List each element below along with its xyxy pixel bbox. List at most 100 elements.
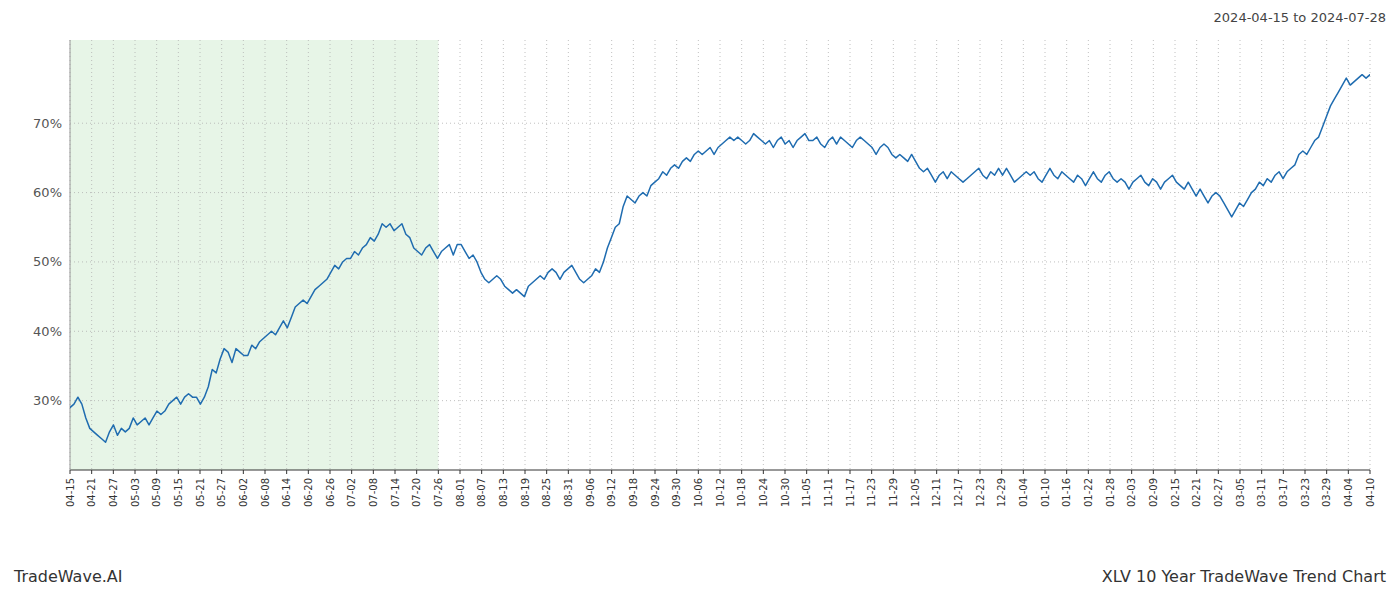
x-tick-label: 10-06 — [693, 478, 704, 507]
x-tick-label: 04-10 — [1365, 478, 1376, 507]
x-tick-label: 05-21 — [195, 478, 206, 507]
x-grid-line — [1045, 40, 1046, 470]
x-grid-line — [395, 40, 396, 470]
x-tick-label: 05-15 — [173, 478, 184, 507]
x-tick-label: 03-05 — [1235, 478, 1246, 507]
x-tick-label: 11-05 — [801, 478, 812, 507]
x-tick — [1240, 470, 1241, 474]
x-tick — [1153, 470, 1154, 474]
x-tick — [785, 470, 786, 474]
x-tick-label: 01-16 — [1061, 478, 1072, 507]
x-ticks: 04-1504-2104-2705-0305-0905-1505-2105-27… — [65, 470, 1376, 507]
x-tick — [720, 470, 721, 474]
x-tick — [915, 470, 916, 474]
x-grid-line — [373, 40, 374, 470]
x-tick-label: 12-11 — [931, 478, 942, 507]
x-grid-line — [460, 40, 461, 470]
x-tick-label: 08-19 — [520, 478, 531, 507]
x-grid-line — [893, 40, 894, 470]
x-tick-label: 08-01 — [455, 478, 466, 507]
x-tick — [893, 470, 894, 474]
x-tick — [286, 470, 287, 474]
x-grid-line — [655, 40, 656, 470]
x-tick — [330, 470, 331, 474]
x-grid-line — [1283, 40, 1284, 470]
x-grid-line — [698, 40, 699, 470]
x-grid-line — [178, 40, 179, 470]
y-tick-label: 30% — [33, 393, 62, 408]
x-grid-line — [200, 40, 201, 470]
x-tick — [221, 470, 222, 474]
x-grid-line — [980, 40, 981, 470]
x-tick — [1001, 470, 1002, 474]
x-grid-line — [871, 40, 872, 470]
x-grid-line — [850, 40, 851, 470]
x-grid-line — [611, 40, 612, 470]
x-tick — [655, 470, 656, 474]
x-tick — [1326, 470, 1327, 474]
x-tick — [1023, 470, 1024, 474]
x-grid-line — [741, 40, 742, 470]
x-tick — [1283, 470, 1284, 474]
x-tick-label: 09-24 — [650, 478, 661, 507]
subtitle: 2024-04-15 to 2024-07-28 — [1214, 10, 1386, 25]
data-line — [70, 75, 1370, 443]
x-grid-line — [1305, 40, 1306, 470]
x-tick — [113, 470, 114, 474]
x-tick-label: 03-23 — [1300, 478, 1311, 507]
x-tick-label: 12-29 — [996, 478, 1007, 507]
x-tick — [1045, 470, 1046, 474]
page: {"chart_data": { "type": "line", "title"… — [0, 0, 1400, 600]
x-tick — [741, 470, 742, 474]
annotation: TradeWave.AI — [13, 567, 122, 586]
x-tick — [438, 470, 439, 474]
x-grid-line — [286, 40, 287, 470]
x-grid-line — [763, 40, 764, 470]
x-tick — [1131, 470, 1132, 474]
x-tick — [70, 470, 71, 474]
x-tick-label: 03-11 — [1256, 478, 1267, 507]
y-grid-line — [70, 331, 1370, 332]
x-tick — [265, 470, 266, 474]
x-tick-label: 03-29 — [1321, 478, 1332, 507]
x-grid-line — [113, 40, 114, 470]
background — [0, 0, 1400, 600]
x-grid-line — [546, 40, 547, 470]
x-tick — [460, 470, 461, 474]
x-grid-line — [1110, 40, 1111, 470]
x-grid-line — [806, 40, 807, 470]
title: XLV 10 Year TradeWave Trend Chart — [1102, 567, 1386, 586]
x-grid-line — [308, 40, 309, 470]
x-tick-label: 12-17 — [953, 478, 964, 507]
x-tick-label: 02-21 — [1191, 478, 1202, 507]
chart: 04-1504-2104-2705-0305-0905-1505-2105-27… — [0, 0, 1400, 600]
x-tick — [1218, 470, 1219, 474]
x-grid-line — [676, 40, 677, 470]
x-tick-label: 11-17 — [845, 478, 856, 507]
x-tick-label: 11-11 — [823, 478, 834, 507]
x-tick — [871, 470, 872, 474]
x-tick — [763, 470, 764, 474]
x-grid-line — [265, 40, 266, 470]
x-tick — [958, 470, 959, 474]
x-tick — [546, 470, 547, 474]
x-tick — [980, 470, 981, 474]
x-tick — [828, 470, 829, 474]
x-tick-label: 01-10 — [1040, 478, 1051, 507]
x-tick — [503, 470, 504, 474]
x-tick — [936, 470, 937, 474]
x-tick-label: 02-03 — [1126, 478, 1137, 507]
x-tick-label: 11-29 — [888, 478, 899, 507]
x-grid-line — [590, 40, 591, 470]
x-tick-label: 07-26 — [433, 478, 444, 507]
x-grid-line — [1023, 40, 1024, 470]
x-tick-label: 11-23 — [866, 478, 877, 507]
x-grid-line — [91, 40, 92, 470]
x-tick-label: 05-03 — [130, 478, 141, 507]
x-grid-line — [156, 40, 157, 470]
x-grid-line — [1001, 40, 1002, 470]
x-tick — [1370, 470, 1371, 474]
x-grid-line — [568, 40, 569, 470]
x-tick — [676, 470, 677, 474]
x-tick-label: 08-07 — [476, 478, 487, 507]
